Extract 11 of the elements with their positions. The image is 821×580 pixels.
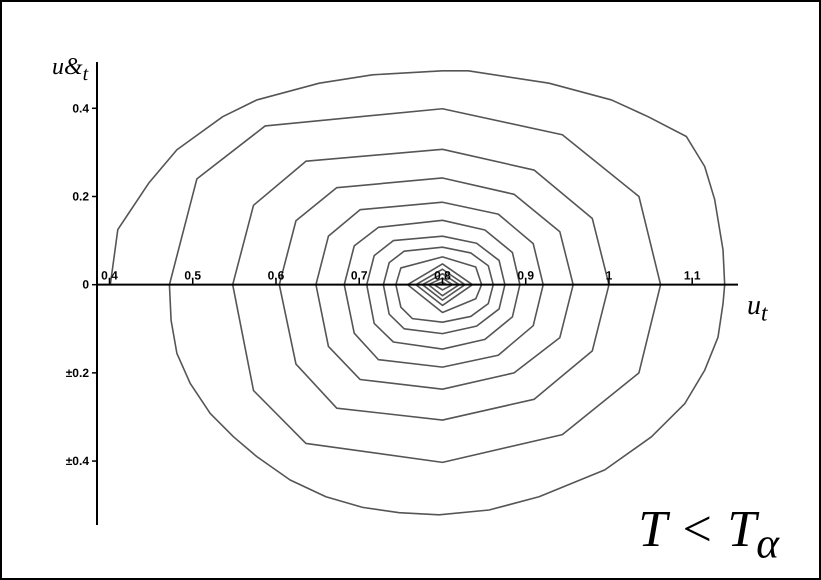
- y-tick-label: ±0.4: [66, 454, 90, 468]
- y-tick-label: 0.4: [72, 101, 90, 116]
- y-tick-label: ±0.2: [66, 366, 90, 380]
- y-tick-label: 0: [82, 278, 90, 292]
- x-axis-title: u$_{t}$: [747, 290, 768, 327]
- x-tick-label: 1.1: [684, 268, 701, 283]
- annotation: T < T$_{α}$: [638, 500, 779, 567]
- y-axis-title: u&$_{t}$: [52, 54, 88, 85]
- x-tick-label: 0.7: [350, 268, 368, 283]
- x-tick-label: 0.5: [184, 268, 202, 283]
- y-tick-label: 0.2: [72, 189, 90, 204]
